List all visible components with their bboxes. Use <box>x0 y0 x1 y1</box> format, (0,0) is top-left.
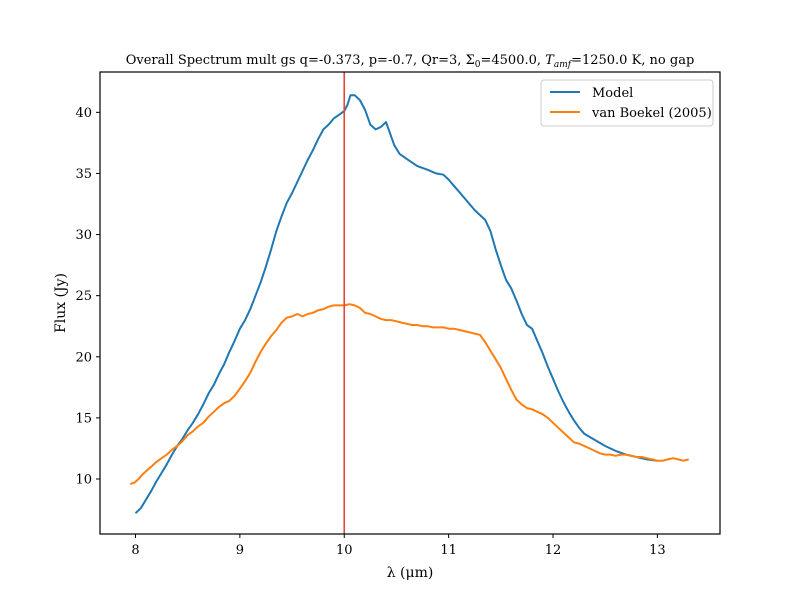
series-line-model <box>134 94 658 514</box>
legend-label-van-boekel: van Boekel (2005) <box>591 106 712 121</box>
plot-frame <box>99 71 721 535</box>
series-line-van-boekel <box>130 303 689 485</box>
legend-box <box>540 79 714 127</box>
y-tick-label: 40 <box>75 106 92 121</box>
y-tick-label: 20 <box>75 350 92 365</box>
y-axis-label: Flux (Jy) <box>53 273 69 333</box>
legend-label-model: Model <box>592 86 633 101</box>
x-tick-label: 11 <box>440 543 457 558</box>
chart-title: Overall Spectrum mult gs q=-0.373, p=-0.… <box>126 53 695 70</box>
y-axis-ticks: 10 15 20 25 30 35 40 <box>75 106 100 488</box>
x-tick-label: 13 <box>649 543 666 558</box>
x-tick-label: 8 <box>131 543 139 558</box>
y-tick-label: 30 <box>75 228 92 243</box>
x-axis-label: λ (μm) <box>387 565 434 581</box>
x-axis-ticks: 8 9 10 11 12 13 <box>131 534 666 558</box>
y-tick-label: 35 <box>75 167 92 182</box>
legend: Model van Boekel (2005) <box>540 79 714 127</box>
y-tick-label: 15 <box>75 411 92 426</box>
y-tick-label: 25 <box>75 289 92 304</box>
x-tick-label: 12 <box>545 543 562 558</box>
x-tick-label: 10 <box>336 543 353 558</box>
x-tick-label: 9 <box>236 543 244 558</box>
series-layer <box>130 94 689 514</box>
y-tick-label: 10 <box>75 473 92 488</box>
